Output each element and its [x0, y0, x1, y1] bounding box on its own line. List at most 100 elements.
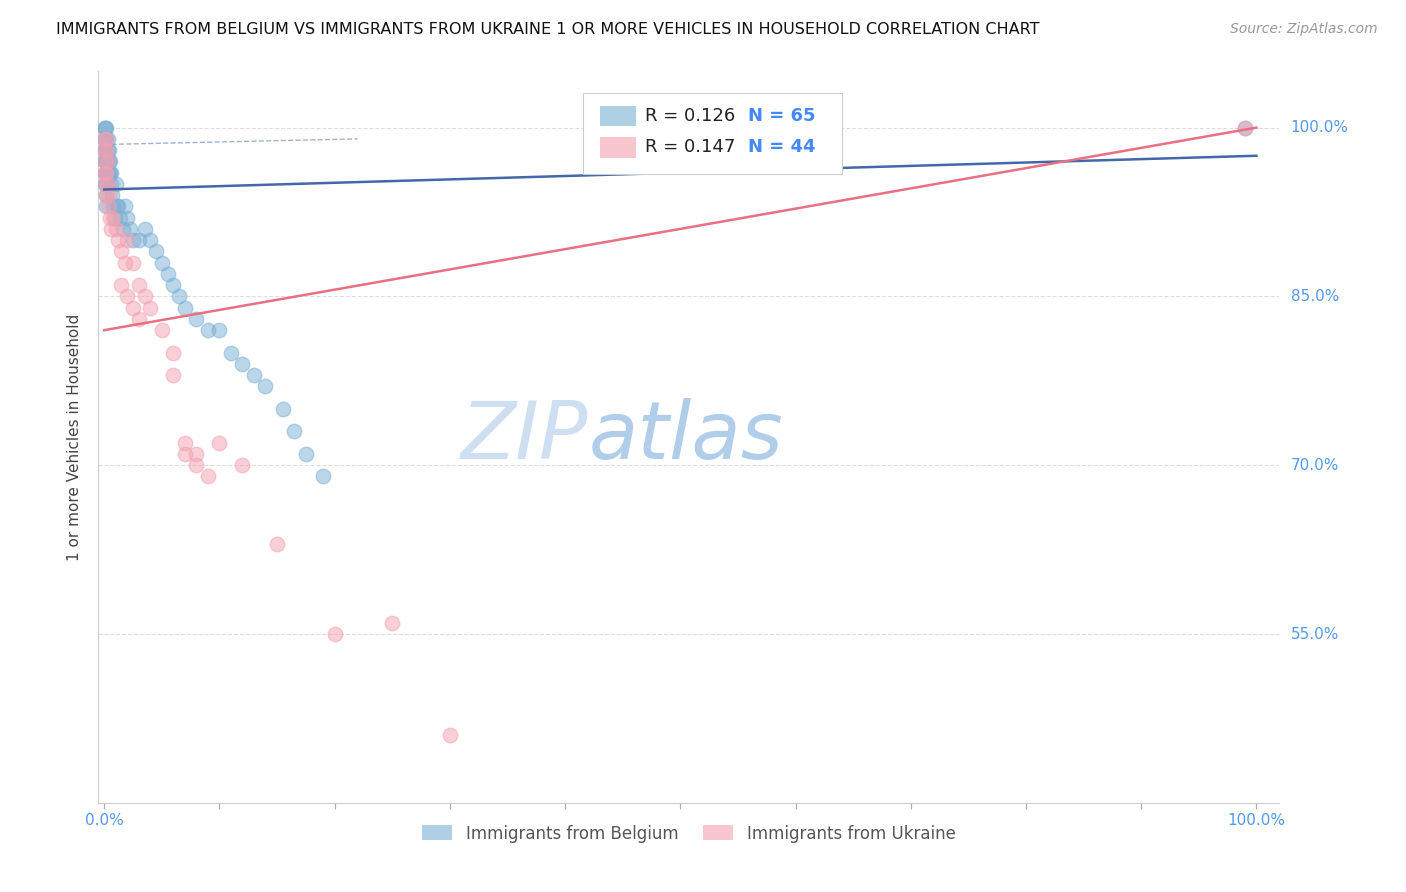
Point [254, 379, 277, 393]
Point [139, 233, 162, 247]
Point [186, 447, 208, 461]
Point [219, 345, 242, 359]
Point [96, 166, 118, 180]
Point [96, 132, 118, 146]
Point [96, 143, 118, 157]
Point [98, 211, 121, 225]
Point [96, 143, 118, 157]
Point [128, 278, 150, 293]
Point [110, 244, 132, 259]
Point [100, 222, 122, 236]
Point [150, 255, 173, 269]
Y-axis label: 1 or more Vehicles in Household: 1 or more Vehicles in Household [67, 313, 83, 561]
Point [97, 132, 120, 146]
Text: ZIP: ZIP [461, 398, 589, 476]
Point [94, 154, 117, 169]
Point [271, 401, 294, 416]
Point [97, 177, 120, 191]
Point [94, 132, 117, 146]
Point [231, 357, 253, 371]
Point [186, 458, 208, 473]
Point [96, 199, 118, 213]
Text: IMMIGRANTS FROM BELGIUM VS IMMIGRANTS FROM UKRAINE 1 OR MORE VEHICLES IN HOUSEHO: IMMIGRANTS FROM BELGIUM VS IMMIGRANTS FR… [56, 22, 1040, 37]
Point [115, 289, 138, 303]
Text: 55.0%: 55.0% [1291, 626, 1339, 641]
Point [439, 728, 461, 742]
Point [97, 154, 120, 169]
Text: N = 65: N = 65 [748, 107, 815, 125]
Point [266, 537, 288, 551]
Point [94, 154, 117, 169]
Point [97, 143, 120, 157]
Point [103, 211, 125, 225]
Point [162, 278, 184, 293]
Point [101, 188, 124, 202]
Point [115, 211, 138, 225]
Point [173, 301, 195, 315]
Point [97, 188, 120, 202]
Text: N = 44: N = 44 [748, 138, 815, 156]
Text: R = 0.147: R = 0.147 [645, 138, 735, 156]
Point [107, 233, 129, 247]
Point [197, 323, 219, 337]
Point [96, 188, 118, 202]
Point [312, 469, 335, 483]
Point [103, 199, 125, 213]
Point [122, 255, 145, 269]
Point [208, 323, 231, 337]
Point [100, 166, 122, 180]
Point [97, 166, 120, 180]
Text: Source: ZipAtlas.com: Source: ZipAtlas.com [1230, 22, 1378, 37]
Point [94, 120, 117, 135]
Point [122, 301, 145, 315]
Point [150, 323, 173, 337]
Point [94, 143, 117, 157]
Point [145, 244, 167, 259]
Point [122, 233, 145, 247]
Point [128, 233, 150, 247]
Legend: Immigrants from Belgium, Immigrants from Ukraine: Immigrants from Belgium, Immigrants from… [416, 818, 962, 849]
Point [128, 312, 150, 326]
Text: 100.0%: 100.0% [1291, 120, 1348, 135]
Point [94, 143, 117, 157]
Point [104, 177, 127, 191]
Point [98, 154, 121, 169]
Point [231, 458, 253, 473]
Point [156, 267, 179, 281]
Point [134, 289, 156, 303]
Point [94, 154, 117, 169]
Point [111, 222, 134, 236]
Point [97, 177, 120, 191]
Point [197, 469, 219, 483]
Point [323, 627, 346, 641]
Point [96, 120, 118, 135]
Text: 85.0%: 85.0% [1291, 289, 1339, 304]
Point [167, 289, 190, 303]
Point [96, 154, 118, 169]
Point [381, 615, 404, 630]
Point [1233, 120, 1256, 135]
Point [110, 211, 132, 225]
Point [94, 177, 117, 191]
FancyBboxPatch shape [600, 137, 636, 158]
Point [94, 166, 117, 180]
FancyBboxPatch shape [600, 106, 636, 127]
Point [97, 154, 120, 169]
Point [1233, 120, 1256, 135]
Point [186, 312, 208, 326]
FancyBboxPatch shape [582, 94, 842, 174]
Text: R = 0.126: R = 0.126 [645, 107, 735, 125]
Point [162, 368, 184, 383]
Point [173, 435, 195, 450]
Point [208, 435, 231, 450]
Point [94, 132, 117, 146]
Point [107, 199, 129, 213]
Point [134, 222, 156, 236]
Point [97, 199, 120, 213]
Point [103, 211, 125, 225]
Point [105, 199, 128, 213]
Point [94, 132, 117, 146]
Point [162, 345, 184, 359]
Point [96, 188, 118, 202]
Point [114, 255, 136, 269]
